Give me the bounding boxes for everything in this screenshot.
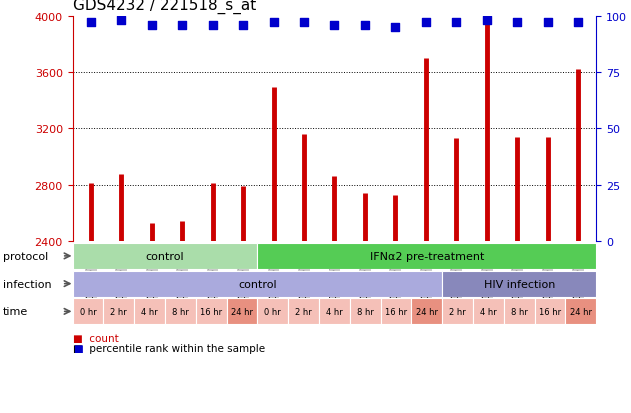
Text: ■: ■	[73, 343, 82, 353]
Point	[481, 18, 492, 24]
Bar	[73, 243, 257, 269]
Text: control: control	[238, 279, 277, 289]
Text: 4 hr: 4 hr	[141, 307, 158, 316]
Text: 2 hr: 2 hr	[295, 307, 312, 316]
Text: control: control	[146, 251, 184, 261]
Bar	[380, 299, 411, 325]
Point	[421, 20, 431, 26]
Point	[573, 20, 583, 26]
Point	[360, 22, 370, 29]
Point	[512, 20, 522, 26]
Point	[329, 22, 339, 29]
Text: GDS4232 / 221518_s_at: GDS4232 / 221518_s_at	[73, 0, 256, 14]
Text: 8 hr: 8 hr	[172, 307, 189, 316]
Bar	[565, 299, 596, 325]
Point	[146, 22, 156, 29]
Point	[238, 22, 248, 29]
Text: protocol: protocol	[3, 251, 49, 261]
Bar	[350, 299, 380, 325]
Text: 16 hr: 16 hr	[200, 307, 222, 316]
Bar	[257, 299, 288, 325]
Point	[208, 22, 218, 29]
Bar	[411, 299, 442, 325]
Text: ■  percentile rank within the sample: ■ percentile rank within the sample	[73, 343, 264, 353]
Bar	[442, 271, 596, 297]
Bar	[442, 299, 473, 325]
Point	[451, 20, 461, 26]
Bar	[73, 271, 442, 297]
Text: infection: infection	[3, 279, 52, 289]
Text: 4 hr: 4 hr	[480, 307, 497, 316]
Text: 24 hr: 24 hr	[231, 307, 253, 316]
Point	[177, 22, 187, 29]
Text: 0 hr: 0 hr	[264, 307, 281, 316]
Text: 0 hr: 0 hr	[80, 307, 97, 316]
Bar	[134, 299, 165, 325]
Bar	[534, 299, 565, 325]
Text: IFNα2 pre-treatment: IFNα2 pre-treatment	[370, 251, 484, 261]
Text: 4 hr: 4 hr	[326, 307, 343, 316]
Text: 16 hr: 16 hr	[539, 307, 561, 316]
Bar	[504, 299, 534, 325]
Text: 8 hr: 8 hr	[511, 307, 528, 316]
Text: time: time	[3, 306, 28, 317]
Bar	[196, 299, 227, 325]
Bar	[165, 299, 196, 325]
Bar	[103, 299, 134, 325]
Point	[299, 20, 309, 26]
Bar	[257, 243, 596, 269]
Bar	[288, 299, 319, 325]
Text: 24 hr: 24 hr	[570, 307, 592, 316]
Text: 8 hr: 8 hr	[357, 307, 374, 316]
Text: ■  count: ■ count	[73, 333, 119, 343]
Bar	[319, 299, 350, 325]
Point	[391, 24, 401, 31]
Bar	[227, 299, 257, 325]
Text: 2 hr: 2 hr	[449, 307, 466, 316]
Point	[543, 20, 553, 26]
Bar	[473, 299, 504, 325]
Text: 2 hr: 2 hr	[110, 307, 127, 316]
Text: 16 hr: 16 hr	[385, 307, 407, 316]
Text: 24 hr: 24 hr	[416, 307, 438, 316]
Bar	[73, 299, 103, 325]
Text: HIV infection: HIV infection	[483, 279, 555, 289]
Point	[86, 20, 96, 26]
Point	[116, 18, 126, 24]
Point	[268, 20, 278, 26]
